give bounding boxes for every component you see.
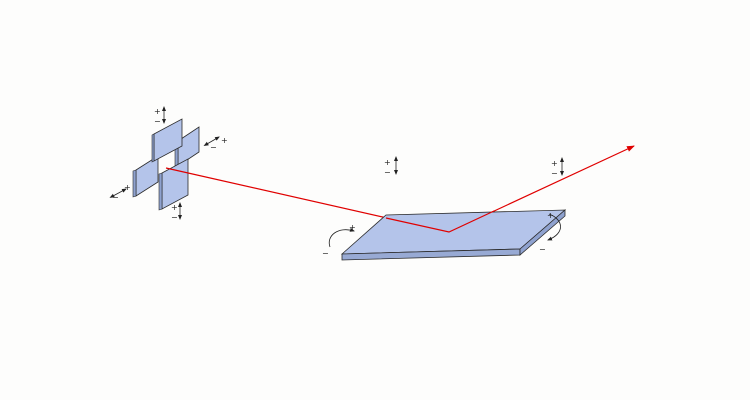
slit-top-plus: + xyxy=(154,107,161,116)
height-right-plus: + xyxy=(551,159,558,168)
mirror-right-minus: − xyxy=(539,245,546,254)
mirror-left-plus: + xyxy=(349,223,356,232)
slit-right-minus: − xyxy=(210,143,217,152)
slit-bottom-minus: − xyxy=(171,213,178,222)
slit-top-motion-indicator: + − xyxy=(154,106,166,126)
mirror-rotation-right-indicator: + − xyxy=(539,211,561,254)
slit-blade-top xyxy=(151,118,183,163)
slit-assembly xyxy=(132,118,200,211)
mirror-right-plus: + xyxy=(547,211,554,220)
slit-right-motion-indicator: + − xyxy=(203,136,228,152)
height-right-minus: − xyxy=(551,169,558,178)
slit-left-plus: + xyxy=(124,183,131,192)
slit-bottom-plus: + xyxy=(171,203,178,212)
slit-top-minus: − xyxy=(154,117,161,126)
mirror-rotation-left-indicator: + − xyxy=(322,223,356,258)
height-indicator-right: + − xyxy=(551,157,564,178)
height-center-minus: − xyxy=(384,168,391,177)
slit-bottom-motion-indicator: + − xyxy=(171,202,182,222)
slit-left-motion-indicator: + − xyxy=(109,183,131,202)
mirror-left-minus: − xyxy=(322,249,329,258)
slit-right-plus: + xyxy=(221,136,228,145)
slit-blade-left xyxy=(132,155,159,198)
mirror-slab xyxy=(340,209,567,261)
height-center-plus: + xyxy=(384,158,391,167)
height-indicator-center: + − xyxy=(384,156,398,177)
